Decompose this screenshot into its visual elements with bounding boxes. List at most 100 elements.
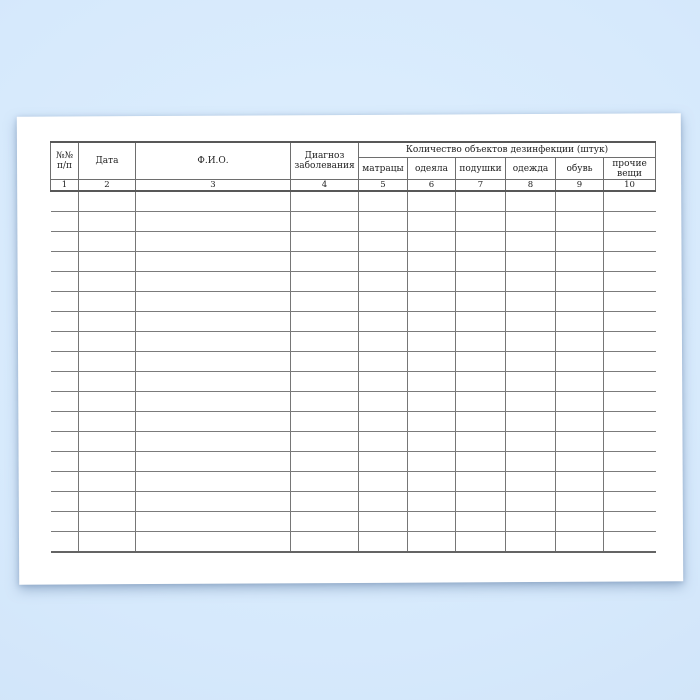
paper-content: №№ п/п Дата Ф.И.О. Диагноз заболевания К… [18,115,682,583]
table-cell [50,451,79,472]
table-cell [407,471,456,492]
table-cell [135,411,291,432]
table-row [50,211,656,232]
table-cell [290,411,359,432]
column-number-cell: 10 [603,179,656,191]
table-cell [78,491,136,512]
table-cell [78,191,136,212]
table-cell [505,191,556,212]
table-cell [290,251,359,272]
table-cell [290,391,359,412]
table-cell [455,291,506,312]
table-cell [135,231,291,252]
table-cell [78,471,136,492]
table-cell [358,191,408,212]
table-cell [135,351,291,372]
table-body [50,191,656,552]
table-cell [135,471,291,492]
table-cell [50,431,79,452]
table-cell [135,251,291,272]
column-number-cell: 7 [455,179,506,191]
table-cell [135,331,291,352]
table-cell [358,271,408,292]
table-cell [407,211,456,232]
table-cell [505,271,556,292]
table-cell [603,411,656,432]
column-number-cell: 1 [50,179,79,191]
table-cell [290,511,359,532]
table-cell [455,251,506,272]
table-cell [78,511,136,532]
table-cell [505,231,556,252]
table-cell [455,271,506,292]
table-cell [135,451,291,472]
table-row [50,191,656,212]
table-cell [603,351,656,372]
table-cell [135,491,291,512]
table-cell [78,231,136,252]
column-header-diagnosis: Диагноз заболевания [290,142,359,180]
table-cell [505,251,556,272]
table-cell [455,391,506,412]
table-cell [603,471,656,492]
table-row [50,351,656,372]
table-cell [455,211,506,232]
group-header-disinfection-count: Количество объектов дезинфекции (штук) [358,142,656,158]
table-cell [358,311,408,332]
table-cell [78,371,136,392]
table-cell [603,331,656,352]
table-cell [358,371,408,392]
table-cell [407,311,456,332]
table-cell [555,371,604,392]
table-cell [603,311,656,332]
table-row [50,411,656,432]
table-cell [455,191,506,212]
table-cell [555,311,604,332]
table-cell [603,371,656,392]
table-cell [290,351,359,372]
table-cell [290,371,359,392]
table-row [50,431,656,452]
table-cell [78,271,136,292]
table-cell [505,531,556,552]
table-cell [603,231,656,252]
table-cell [50,411,79,432]
table-row [50,311,656,332]
table-cell [78,431,136,452]
table-cell [358,451,408,472]
table-cell [78,451,136,472]
table-cell [505,491,556,512]
table-cell [78,251,136,272]
table-row [50,531,656,552]
table-cell [358,351,408,372]
disinfection-log-table: №№ п/п Дата Ф.И.О. Диагноз заболевания К… [50,141,656,553]
table-cell [358,391,408,412]
table-cell [505,451,556,472]
table-cell [603,251,656,272]
table-cell [135,311,291,332]
table-cell [50,271,79,292]
table-cell [50,531,79,552]
table-cell [78,391,136,412]
table-cell [358,511,408,532]
table-cell [505,371,556,392]
table-cell [407,411,456,432]
table-cell [358,231,408,252]
table-cell [78,411,136,432]
table-cell [50,471,79,492]
table-cell [50,291,79,312]
column-header-fio: Ф.И.О. [135,142,291,180]
table-cell [603,271,656,292]
table-cell [407,451,456,472]
table-cell [455,331,506,352]
table-row [50,271,656,292]
table-cell [135,291,291,312]
table-cell [50,371,79,392]
table-cell [455,231,506,252]
column-number-cell: 3 [135,179,291,191]
table-cell [135,271,291,292]
table-cell [358,211,408,232]
column-number-cell: 9 [555,179,604,191]
table-cell [407,191,456,212]
table-cell [290,291,359,312]
